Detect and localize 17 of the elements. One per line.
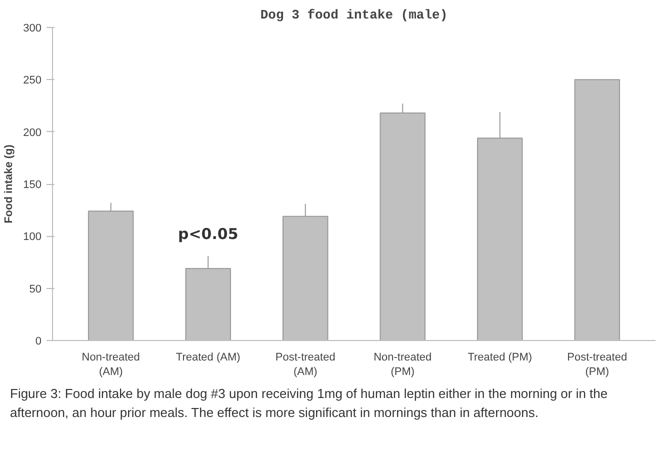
y-tick-label: 150 [23, 179, 42, 191]
x-tick-label: Non-treated (PM) [374, 352, 432, 378]
y-tick-label: 100 [23, 231, 42, 244]
y-tick-label: 200 [23, 126, 42, 139]
annotation: p<0.05 [178, 224, 238, 243]
y-axis-title: Food intake (g) [3, 144, 16, 224]
x-tick-label: Treated (AM) [176, 352, 240, 364]
x-tick-label: Post-treated (AM) [275, 352, 336, 378]
y-tick-label: 0 [35, 336, 42, 348]
x-tick-label: Non-treated (AM) [82, 352, 140, 378]
chart-title: Dog 3 food intake (male) [260, 8, 448, 22]
y-tick-label: 250 [23, 74, 42, 87]
x-tick-label: Treated (PM) [468, 352, 532, 364]
y-tick-label: 300 [23, 22, 42, 34]
caption: Figure 3: Food intake by male dog #3 upon receiving 1mg of human leptin either in the morning or in the afternoon, an hour prior meals. The effect is more significant in mornings than in afternoons. [10, 385, 609, 422]
y-tick-label: 50 [29, 283, 42, 296]
x-tick-label: Post-treated (PM) [567, 352, 628, 378]
